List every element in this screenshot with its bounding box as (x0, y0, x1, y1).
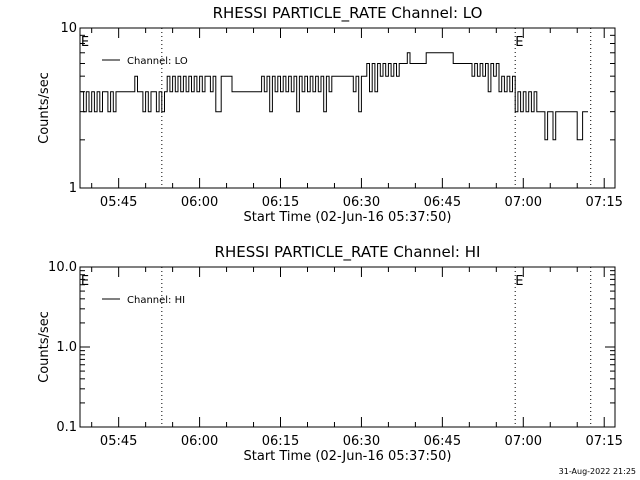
legend-entry: Channel: HI (127, 295, 185, 306)
event-label: E (515, 274, 523, 289)
chart-panel-2: RHESSI PARTICLE_RATE Channel: HI 0.1 1.0 10… (37, 243, 623, 464)
x-tick-label: 07:15 (585, 434, 622, 449)
x-tick-label: 07:00 (505, 195, 542, 210)
event-label: E (515, 35, 523, 50)
plot-frame (79, 27, 616, 189)
y-tick-label: 0.1 (56, 420, 77, 435)
series-line-channel-lo (80, 52, 588, 141)
x-tick-label: 06:15 (262, 195, 299, 210)
x-tick-label: 06:00 (181, 195, 218, 210)
x-tick-label: 06:15 (262, 434, 299, 449)
x-tick-label: 05:45 (100, 434, 137, 449)
footer-timestamp: 31-Aug-2022 21:25 (559, 467, 636, 476)
x-tick-label: 07:15 (585, 195, 622, 210)
y-tick-label: 1.0 (56, 340, 77, 355)
event-label: E (81, 274, 89, 289)
x-axis-label: Start Time (02-Jun-16 05:37:50) (244, 449, 452, 464)
y-axis-label: Counts/sec (37, 311, 52, 383)
chart-panel-1: RHESSI PARTICLE_RATE Channel: LO 1 10 Count… (37, 4, 623, 225)
y-tick-label: 1 (69, 181, 77, 196)
y-tick-label: 10 (60, 21, 77, 36)
x-tick-label: 06:30 (343, 195, 380, 210)
y-tick-label: 10.0 (48, 260, 77, 275)
x-tick-label: 05:45 (100, 195, 137, 210)
x-tick-label: 06:00 (181, 434, 218, 449)
chart-title: RHESSI PARTICLE_RATE Channel: LO (213, 4, 483, 23)
x-tick-label: 06:45 (424, 434, 461, 449)
event-label: E (81, 35, 89, 50)
chart-title: RHESSI PARTICLE_RATE Channel: HI (215, 243, 481, 262)
plot-frame (79, 266, 616, 428)
x-tick-label: 07:00 (505, 434, 542, 449)
legend-entry: Channel: LO (127, 56, 188, 67)
y-axis-label: Counts/sec (37, 72, 52, 144)
x-tick-label: 06:30 (343, 434, 380, 449)
x-tick-label: 06:45 (424, 195, 461, 210)
x-axis-label: Start Time (02-Jun-16 05:37:50) (244, 210, 452, 225)
